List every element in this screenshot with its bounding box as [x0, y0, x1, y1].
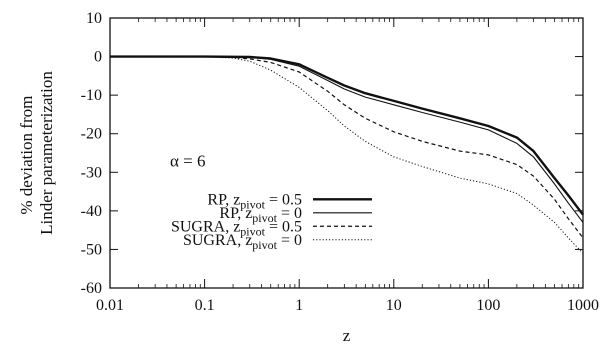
legend-label: RP, zpivot = 0	[219, 205, 302, 225]
plot-area	[109, 17, 584, 289]
x-tick-label: 1000	[567, 297, 599, 314]
series-line	[110, 55, 584, 216]
y-tick-label: 0	[94, 49, 102, 66]
series-line	[110, 56, 584, 223]
alpha-annotation: α = 6	[170, 152, 206, 171]
series-line	[110, 56, 584, 239]
x-tick-label: 10	[386, 297, 402, 314]
y-tick-label: 10	[86, 10, 102, 27]
y-tick-label: -10	[81, 87, 102, 104]
legend-label: SUGRA, zpivot = 0.5	[171, 218, 302, 238]
series-lines	[110, 55, 584, 254]
x-tick-label: 100	[476, 297, 500, 314]
x-axis-label: z	[343, 326, 351, 345]
series-line	[110, 56, 584, 254]
y-tick-label: -40	[81, 203, 102, 220]
x-tick-label: 0.01	[96, 297, 124, 314]
x-tick-label: 1	[295, 297, 303, 314]
plot-frame	[109, 17, 584, 289]
y-axis-label: % deviation from Linder parameterization	[17, 71, 56, 235]
y-axis-label-line-1: % deviation from	[17, 96, 36, 215]
x-tick-label: 0.1	[195, 297, 215, 314]
y-tick-label: -20	[81, 126, 102, 143]
legend-label: RP, zpivot = 0.5	[207, 191, 302, 211]
axes: 0.01 0.1 1 10 100 1000 -60 -50 -40 -30 -20 -10 0 10	[81, 10, 599, 314]
legend-label: SUGRA, zpivot = 0	[183, 232, 302, 252]
y-tick-label: -60	[81, 280, 102, 297]
y-axis-label-line-2: Linder parameterization	[37, 71, 56, 235]
y-tick-label: -50	[81, 241, 102, 258]
y-tick-label: -30	[81, 164, 102, 181]
